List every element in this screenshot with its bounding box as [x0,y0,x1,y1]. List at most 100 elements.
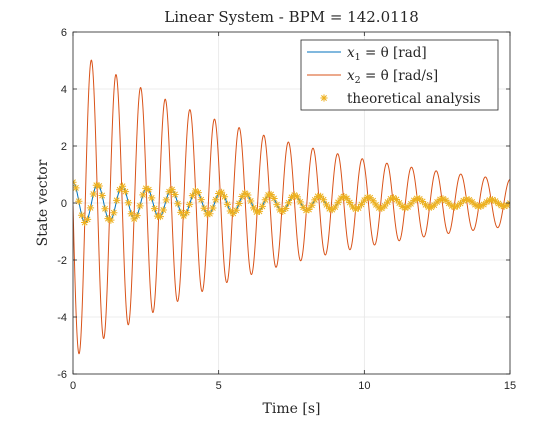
marker-point [325,205,333,213]
marker-point [113,196,121,204]
marker-point [500,202,508,210]
marker-point [357,200,366,209]
marker-point [124,199,132,207]
marker-point [78,211,86,219]
marker-point [401,204,409,212]
marker-point [95,182,103,190]
series-line-2 [73,59,510,355]
series-markers-theoretical [73,178,510,227]
marker-point [252,208,261,216]
marker-point [150,204,159,213]
marker-point [200,204,208,212]
y-tick-label: -6 [57,369,67,381]
marker-point [346,198,354,207]
marker-point [267,190,275,199]
marker-point [386,195,395,203]
marker-point [220,193,229,201]
marker-point [419,197,427,206]
marker-point [250,204,258,212]
marker-point [177,208,185,216]
marker-point [442,196,450,205]
marker-point [270,194,278,203]
axis-ticks: 0 5 10 15 -6 -4 -2 0 2 4 6 [57,27,516,392]
marker-point [328,206,336,214]
marker-point [171,190,179,199]
marker-point [258,202,266,211]
marker-point [491,197,500,205]
marker-point [229,209,237,217]
marker-point [127,210,135,218]
marker-point [334,198,342,206]
marker-point [241,189,249,197]
y-tick-label: 4 [61,84,67,96]
marker-point [392,195,400,204]
marker-point [104,215,112,223]
legend-label: x2 = θ̇ [rad/s] [347,68,438,86]
marker-point [148,194,156,202]
marker-point [244,191,252,199]
x-tick-label: 15 [504,380,516,392]
marker-point [395,199,403,207]
marker-point [110,209,118,217]
marker-point [185,200,194,209]
marker-point [308,201,316,209]
marker-point [118,182,127,190]
legend-item-3: theoretical analysis [320,91,481,107]
marker-point [156,212,164,221]
marker-point [174,200,182,208]
marker-point [73,184,80,192]
y-tick-label: 2 [61,141,67,153]
marker-point [235,199,243,208]
marker-point [421,201,430,209]
marker-point [351,205,360,213]
marker-point [98,191,106,200]
legend: x1 = θ [rad] x2 = θ̇ [rad/s] theoretical a… [300,39,499,111]
marker-point [389,194,398,202]
legend-item-2: x2 = θ̇ [rad/s] [307,68,438,86]
marker-point [317,192,325,200]
marker-point [480,200,488,209]
y-tick-label: -4 [57,312,67,324]
marker-point [276,206,284,214]
chart-title: Linear System - BPM = 142.0118 [164,8,419,26]
marker-point [322,201,331,209]
marker-point [453,202,462,210]
marker-point [191,187,199,195]
marker-point [471,201,479,209]
marker-point [488,196,497,204]
marker-point [273,201,281,209]
marker-point [183,209,191,217]
marker-point [497,201,505,210]
marker-point [369,197,377,205]
marker-point [378,204,386,212]
legend-label: theoretical analysis [347,91,481,107]
marker-point [223,200,232,208]
plot-area [73,59,510,355]
marker-point [180,212,188,220]
marker-point [381,202,389,210]
marker-point [107,216,115,224]
marker-point [410,196,418,205]
marker-point [372,201,380,209]
marker-point [130,215,138,223]
marker-point [226,207,234,215]
marker-point [279,207,287,215]
marker-point [194,189,202,197]
marker-point [360,196,368,204]
marker-point [247,197,255,205]
marker-point [349,203,357,211]
marker-point [238,192,246,201]
marker-point [433,198,441,206]
marker-point [404,203,412,211]
marker-point [83,215,92,223]
marker-point [398,202,406,210]
y-tick-label: -2 [57,255,67,267]
marker-point [354,204,363,212]
marker-point [337,194,345,202]
marker-point [133,212,141,220]
marker-point [494,199,502,208]
marker-point [86,204,95,212]
marker-point [366,194,374,202]
marker-point [477,202,485,210]
marker-point [451,203,459,211]
